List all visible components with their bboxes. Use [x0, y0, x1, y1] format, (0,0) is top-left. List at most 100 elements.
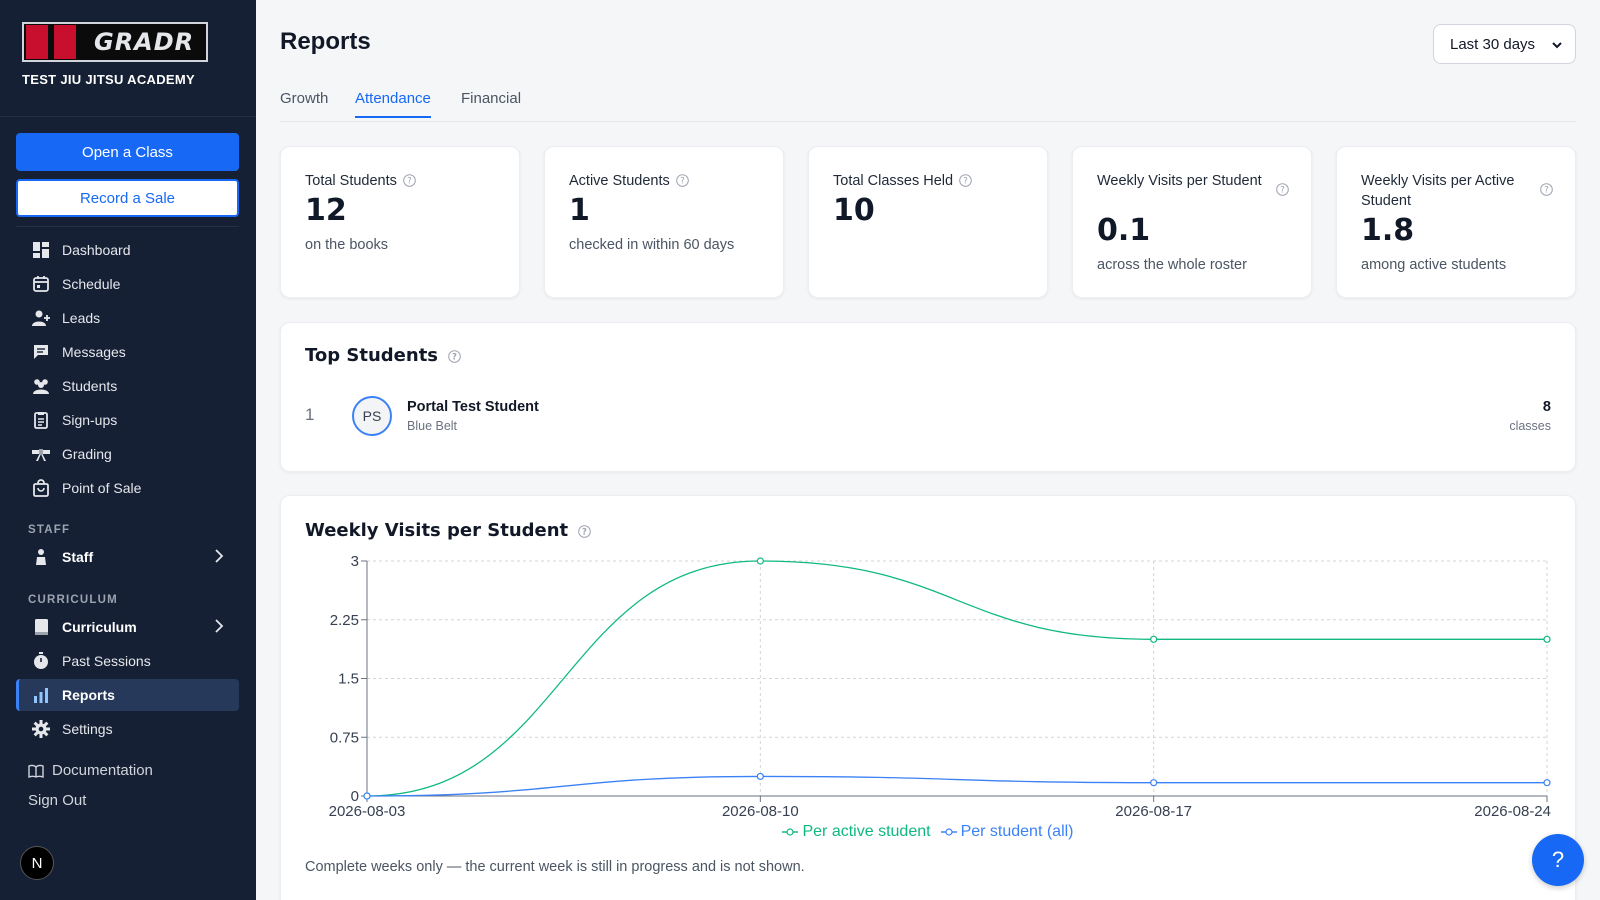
- documentation-link[interactable]: Documentation: [28, 762, 153, 779]
- open-book-icon: [28, 764, 44, 778]
- svg-text:?: ?: [407, 177, 412, 187]
- help-icon[interactable]: ?: [578, 524, 591, 538]
- message-icon: [32, 343, 50, 361]
- y-tick-label: 0: [351, 788, 359, 805]
- help-chat-button[interactable]: ?: [1532, 834, 1584, 886]
- date-range-value: Last 30 days: [1450, 35, 1536, 53]
- x-tick-label: 2026-08-10: [722, 803, 799, 820]
- stat-label: Total Classes Held: [833, 173, 954, 189]
- legend-item-all[interactable]: Per student (all): [940, 823, 1074, 841]
- sidebar-item-label: Staff: [62, 549, 94, 565]
- report-tabs: Growth Attendance Financial: [280, 86, 1576, 122]
- sidebar-item-label: Grading: [62, 446, 112, 462]
- svg-text:?: ?: [452, 352, 457, 362]
- date-range-select[interactable]: Last 30 days: [1433, 24, 1576, 64]
- stat-subtitle: among active students: [1361, 257, 1507, 273]
- sidebar-item-label: Dashboard: [62, 242, 131, 258]
- data-point: [756, 557, 764, 565]
- sidebar-divider: [16, 226, 239, 227]
- chevron-down-icon: [1551, 38, 1563, 55]
- page-title: Reports: [280, 28, 371, 55]
- y-tick-label: 0.75: [330, 729, 359, 746]
- academy-name: TEST JIU JITSU ACADEMY: [22, 72, 195, 87]
- help-icon[interactable]: ?: [959, 174, 972, 187]
- student-rank: 1: [305, 405, 315, 424]
- sidebar-item-reports[interactable]: Reports: [16, 679, 239, 711]
- sidebar-item-label: Settings: [62, 721, 113, 737]
- sidebar-item-label: Curriculum: [62, 619, 137, 635]
- brand-area: GRADR TEST JIU JITSU ACADEMY: [0, 0, 256, 117]
- sidebar-item-messages[interactable]: Messages: [16, 336, 239, 368]
- weekly-visits-chart: 0 0.75 1.5 2.25 3 2026-08-03 2026-08-10 2026-08…: [329, 553, 1551, 820]
- data-point: [1543, 635, 1551, 643]
- sidebar-item-leads[interactable]: Leads: [16, 302, 239, 334]
- open-class-button[interactable]: Open a Class: [16, 133, 239, 171]
- user-plus-icon: [32, 309, 50, 327]
- sidebar-item-settings[interactable]: Settings: [16, 713, 239, 745]
- sign-out-link[interactable]: Sign Out: [28, 792, 87, 809]
- stat-label: Total Students: [305, 173, 397, 189]
- curriculum-section-label: CURRICULUM: [28, 594, 118, 606]
- chevron-right-icon: [213, 549, 225, 566]
- y-tick-label: 1.5: [338, 671, 359, 688]
- stat-value: 0.1: [1097, 213, 1151, 248]
- stat-card-active-students: Active Students ? 1 checked in within 60…: [544, 146, 784, 298]
- svg-text:?: ?: [680, 177, 685, 187]
- stat-card-total-students: Total Students ? 12 on the books: [280, 146, 520, 298]
- help-icon[interactable]: ?: [448, 349, 461, 363]
- chart-footnote: Complete weeks only — the current week i…: [305, 859, 805, 875]
- sidebar-item-label: Past Sessions: [62, 653, 151, 669]
- help-icon[interactable]: ?: [403, 174, 416, 187]
- students-icon: [32, 377, 50, 395]
- tab-financial[interactable]: Financial: [461, 90, 522, 107]
- x-tick-label: 2026-08-24: [1474, 803, 1551, 820]
- stopwatch-icon: [32, 652, 50, 670]
- sidebar-item-signups[interactable]: Sign-ups: [16, 404, 239, 436]
- chart-title: Weekly Visits per Student: [305, 520, 569, 541]
- series-line-per-student-all: [366, 775, 1547, 797]
- sidebar-item-point-of-sale[interactable]: Point of Sale: [16, 472, 239, 504]
- help-icon[interactable]: ?: [675, 174, 689, 187]
- data-point: [363, 792, 371, 800]
- chart-legend: Per active student Per student (all): [281, 823, 1575, 841]
- help-icon[interactable]: ?: [1540, 183, 1553, 201]
- stat-value: 10: [833, 193, 875, 228]
- stat-subtitle: across the whole roster: [1097, 257, 1247, 273]
- user-avatar[interactable]: N: [20, 846, 54, 880]
- gradr-logo[interactable]: GRADR: [22, 22, 208, 62]
- sidebar-item-staff[interactable]: Staff: [16, 541, 239, 573]
- calendar-icon: [32, 275, 50, 293]
- stat-subtitle: checked in within 60 days: [569, 237, 735, 253]
- sidebar-item-dashboard[interactable]: Dashboard: [16, 234, 239, 266]
- sidebar-item-schedule[interactable]: Schedule: [16, 268, 239, 300]
- sidebar-item-curriculum[interactable]: Curriculum: [16, 611, 239, 643]
- stat-value: 1.8: [1361, 213, 1415, 248]
- sidebar-item-grading[interactable]: Grading: [16, 438, 239, 470]
- svg-text:?: ?: [963, 177, 968, 187]
- y-tick-label: 2.25: [330, 612, 359, 629]
- sidebar-item-label: Leads: [62, 310, 101, 326]
- data-point: [756, 772, 764, 781]
- top-students-card: Top Students ? 1 PS Portal Test Student …: [280, 322, 1576, 472]
- sidebar-item-label: Students: [62, 378, 118, 394]
- x-tick-label: 2026-08-17: [1115, 803, 1192, 820]
- bar-chart-icon: [32, 686, 50, 704]
- stat-card-total-classes: Total Classes Held ? 10: [808, 146, 1048, 298]
- svg-text:?: ?: [582, 527, 587, 537]
- stat-card-weekly-visits-per-student: Weekly Visits per Student ? 0.1 across t…: [1072, 146, 1312, 298]
- stat-label: Weekly Visits per Student: [1097, 173, 1262, 189]
- shopping-bag-icon: [32, 479, 50, 497]
- weekly-visits-card: Weekly Visits per Student ? 0 0.75 1.5 2.25…: [280, 495, 1576, 900]
- help-icon[interactable]: ?: [1276, 183, 1289, 201]
- sidebar-item-past-sessions[interactable]: Past Sessions: [16, 645, 239, 677]
- belt-icon: [32, 445, 50, 463]
- sidebar-item-label: Schedule: [62, 276, 121, 292]
- student-name: Portal Test Student: [407, 399, 539, 415]
- gear-icon: [32, 720, 50, 738]
- tab-growth[interactable]: Growth: [280, 90, 329, 107]
- tab-attendance[interactable]: Attendance: [355, 90, 431, 118]
- legend-item-active[interactable]: Per active student: [782, 823, 931, 841]
- sidebar-item-students[interactable]: Students: [16, 370, 239, 402]
- record-sale-button[interactable]: Record a Sale: [16, 179, 239, 217]
- sidebar-item-label: Sign-ups: [62, 412, 118, 428]
